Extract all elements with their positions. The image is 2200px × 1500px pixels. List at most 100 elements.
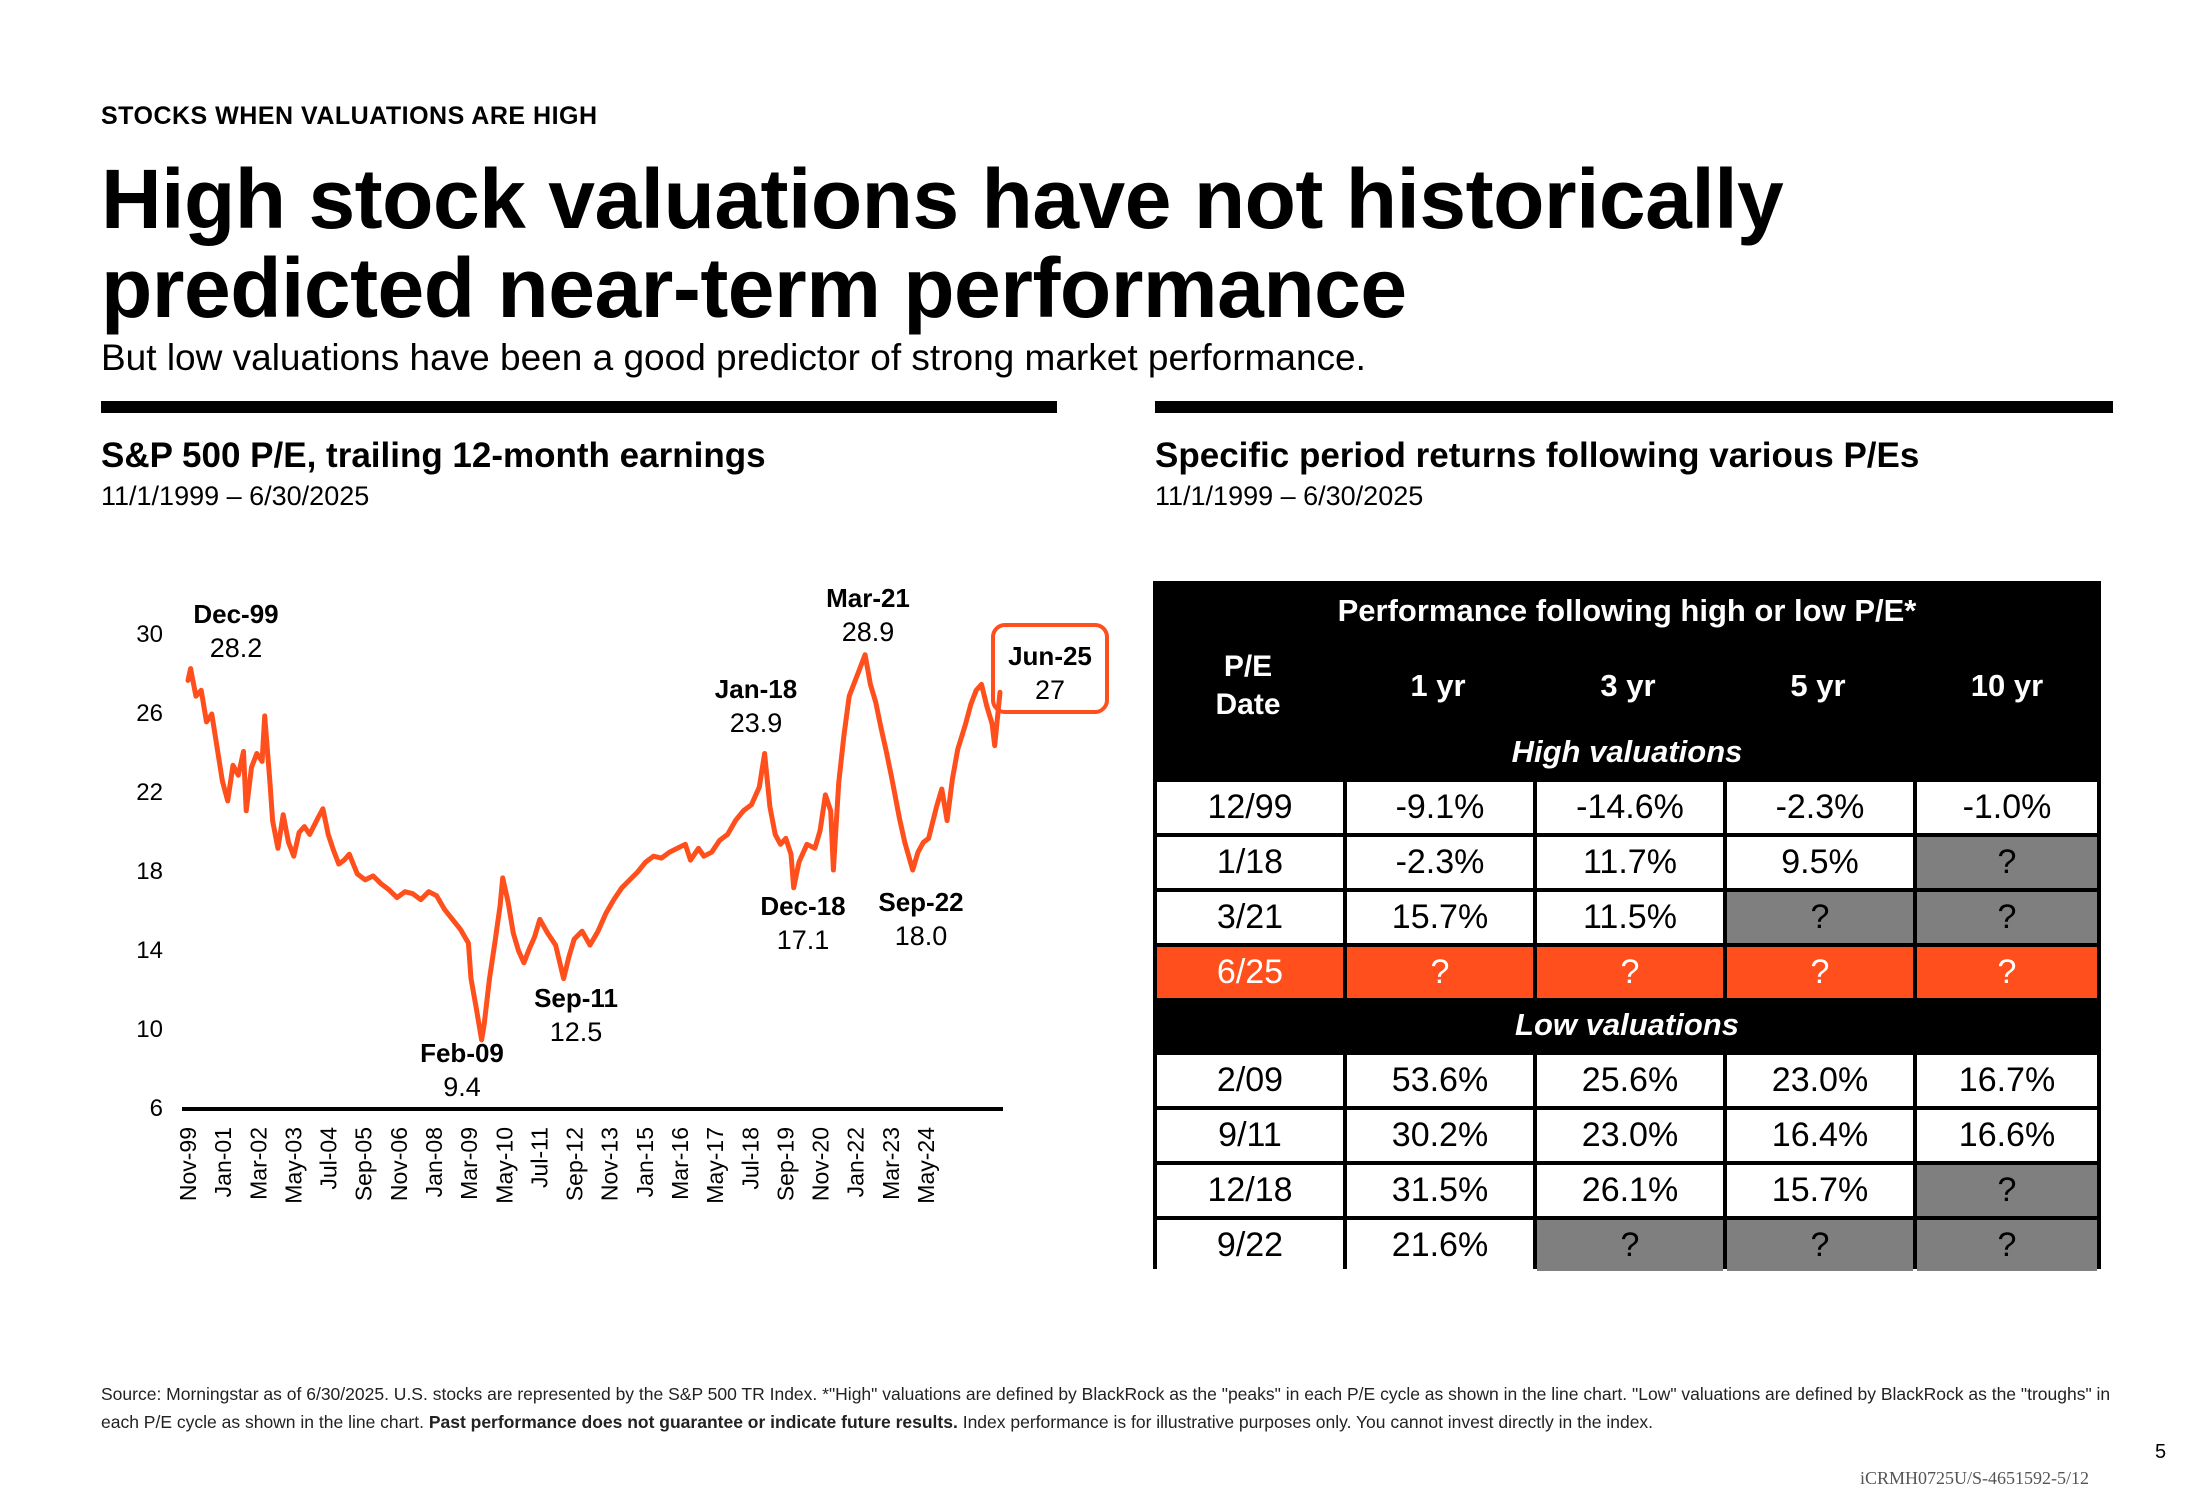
annotation-value-label: 18.0 (895, 921, 948, 951)
x-tick-label: Jan-01 (210, 1127, 236, 1197)
returns-table: Performance following high or low P/E* P… (1153, 581, 2101, 1271)
y-axis-labels: 6 10 14 18 22 26 30 (136, 621, 163, 1122)
x-tick-label: Sep-12 (562, 1127, 588, 1201)
x-tick-label: Jul-11 (526, 1127, 552, 1188)
annotation-date-label: Sep-11 (534, 983, 618, 1013)
annotation-date-label: Dec-99 (193, 599, 278, 629)
annotation-value-label: 12.5 (550, 1017, 603, 1047)
low-row-value-cell: ? (1537, 1220, 1723, 1271)
low-row-value-cell: 26.1% (1537, 1165, 1723, 1216)
x-tick-label: Sep-19 (772, 1127, 798, 1201)
x-axis-labels: Nov-99 Jan-01 Mar-02 May-03 Jul-04 Sep-05 Nov-… (175, 1127, 939, 1204)
high-row-value-cell: -2.3% (1347, 837, 1533, 888)
left-section-rule (101, 401, 1057, 413)
low-row-value-cell: 16.7% (1917, 1055, 2097, 1106)
high-row-date-cell: 12/99 (1157, 782, 1343, 833)
page-subtitle: But low valuations have been a good pred… (101, 337, 1366, 378)
low-row-value-cell: 31.5% (1347, 1165, 1533, 1216)
high-row-value-cell: 9.5% (1727, 837, 1913, 888)
y-tick-label: 30 (136, 621, 163, 648)
low-row-value-cell: ? (1917, 1165, 2097, 1216)
page-title-line-2: predicted near-term performance (101, 241, 1407, 335)
high-row-date-cell: 1/18 (1157, 837, 1343, 888)
low-row-value-cell: 53.6% (1347, 1055, 1533, 1106)
x-tick-label: Jul-18 (737, 1127, 763, 1190)
x-tick-label: Nov-06 (386, 1127, 412, 1201)
x-tick-label: Nov-99 (175, 1127, 201, 1201)
x-tick-label: May-03 (280, 1127, 306, 1204)
right-section-rule (1155, 401, 2113, 413)
x-tick-label: May-10 (491, 1127, 517, 1204)
highlight-callout-box (991, 623, 1109, 714)
source-text-tail: Index performance is for illustrative pu… (957, 1412, 1654, 1432)
low-row-date-cell: 2/09 (1157, 1055, 1343, 1106)
annotation-date-label: Feb-09 (420, 1038, 504, 1068)
x-tick-label: Nov-20 (808, 1127, 834, 1201)
high-valuations-label: High valuations (1511, 734, 1743, 769)
low-row-value-cell: 21.6% (1347, 1220, 1533, 1271)
x-tick-label: May-24 (913, 1127, 939, 1204)
low-row-value-cell: 16.6% (1917, 1110, 2097, 1161)
col-header-5yr: 5 yr (1790, 668, 1846, 703)
annotation-value-label: 28.2 (210, 633, 263, 663)
x-tick-label: Jan-08 (421, 1127, 447, 1197)
low-valuations-label: Low valuations (1515, 1007, 1739, 1042)
page-title-line-1: High stock valuations have not historica… (101, 152, 1784, 246)
y-tick-label: 18 (136, 858, 163, 885)
table-title: Performance following high or low P/E* (1337, 593, 1917, 628)
low-row-value-cell: ? (1917, 1220, 2097, 1271)
chart-annotations: Dec-99 28.2 Feb-09 9.4 Sep-11 12.5 Jan-18 23.9 D… (193, 583, 1109, 1102)
high-row-date-cell: 3/21 (1157, 892, 1343, 943)
high-row-value-cell: ? (1537, 947, 1723, 998)
y-tick-label: 14 (136, 937, 163, 964)
x-tick-label: May-17 (702, 1127, 728, 1204)
high-row-value-cell: -1.0% (1917, 782, 2097, 833)
high-row-value-cell: ? (1917, 892, 2097, 943)
annotation-date-label: Sep-22 (878, 887, 963, 917)
x-tick-label: Jan-22 (843, 1127, 869, 1197)
low-row-date-cell: 9/22 (1157, 1220, 1343, 1271)
annotation-value-label: 27 (1035, 675, 1065, 705)
low-row-value-cell: ? (1727, 1220, 1913, 1271)
y-tick-label: 26 (136, 700, 163, 727)
annotation-value-label: 28.9 (842, 617, 895, 647)
x-tick-label: Jul-04 (316, 1127, 342, 1190)
document-id: iCRMH0725U/S-4651592-5/12 (1860, 1468, 2090, 1488)
high-row-value-cell: ? (1917, 837, 2097, 888)
pe-line-chart: 6 10 14 18 22 26 30 Nov-99 Jan-01 Mar-02 May-03 Ju… (136, 583, 1109, 1204)
col-header-10yr: 10 yr (1970, 668, 2044, 703)
high-row-value-cell: 11.7% (1537, 837, 1723, 888)
x-tick-label: Mar-09 (456, 1127, 482, 1200)
high-row-value-cell: 11.5% (1537, 892, 1723, 943)
x-tick-label: Sep-05 (351, 1127, 377, 1201)
low-row-value-cell: 23.0% (1727, 1055, 1913, 1106)
high-row-value-cell: 15.7% (1347, 892, 1533, 943)
low-row-date-cell: 12/18 (1157, 1165, 1343, 1216)
table-section-title: Specific period returns following variou… (1155, 436, 1920, 475)
pe-series-line (185, 652, 1003, 1043)
low-row-value-cell: 30.2% (1347, 1110, 1533, 1161)
y-tick-label: 10 (136, 1016, 163, 1043)
annotation-value-label: 9.4 (443, 1072, 481, 1102)
low-row-value-cell: 16.4% (1727, 1110, 1913, 1161)
page-title: High stock valuations have not historica… (101, 155, 2151, 333)
page-number: 5 (2155, 1441, 2167, 1463)
x-tick-label: Jan-15 (632, 1127, 658, 1197)
high-row-date-cell: 6/25 (1157, 947, 1343, 998)
high-row-value-cell: -2.3% (1727, 782, 1913, 833)
table-date-range: 11/1/1999 – 6/30/2025 (1155, 481, 1424, 511)
eyebrow-label: STOCKS WHEN VALUATIONS ARE HIGH (101, 102, 598, 130)
col-header-pe-date: P/E Date (1153, 636, 1343, 736)
source-text: Source: Morningstar as of 6/30/2025. U.S… (101, 1384, 2111, 1432)
y-tick-label: 22 (136, 779, 163, 806)
annotation-date-label: Jan-18 (715, 674, 797, 704)
annotation-date-label: Jun-25 (1008, 641, 1092, 671)
high-row-value-cell: -14.6% (1537, 782, 1723, 833)
annotation-date-label: Mar-21 (826, 583, 910, 613)
y-tick-label: 6 (150, 1095, 163, 1122)
disclaimer-bold: Past performance does not guarantee or i… (428, 1412, 958, 1432)
date-label: Date (1215, 688, 1281, 721)
low-row-value-cell: 15.7% (1727, 1165, 1913, 1216)
col-header-1yr: 1 yr (1410, 668, 1466, 703)
col-header-3yr: 3 yr (1600, 668, 1656, 703)
